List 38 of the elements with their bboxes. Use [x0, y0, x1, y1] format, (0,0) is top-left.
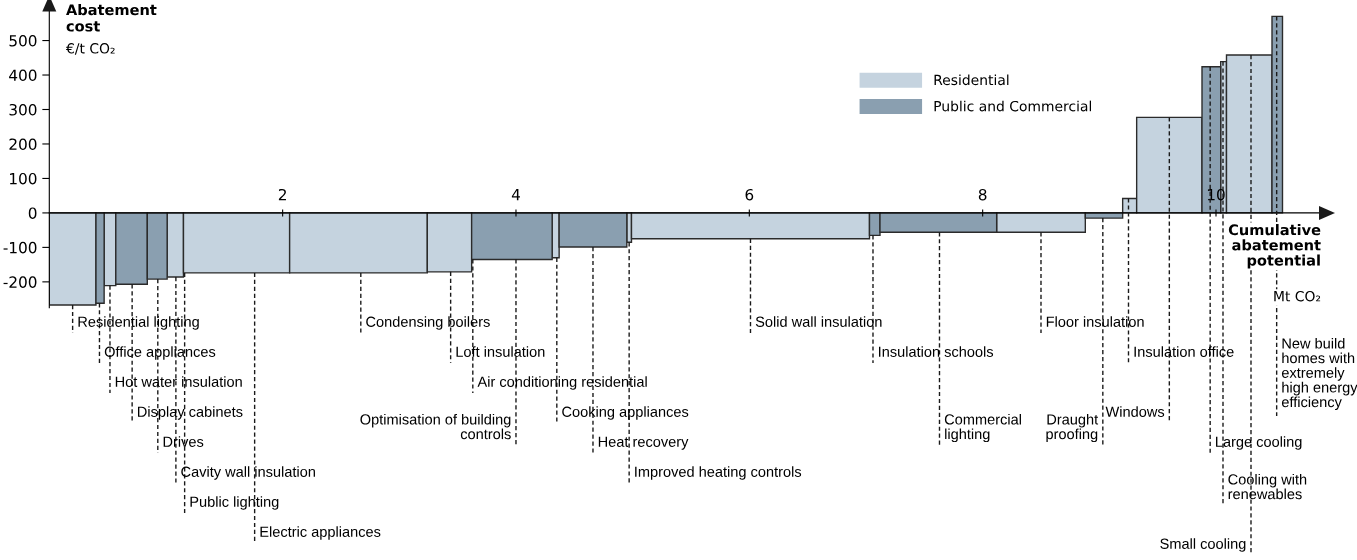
legend-label: Residential [934, 74, 1009, 86]
annotation: Floor insulation [1046, 316, 1144, 327]
y-tick-label: 200 [9, 138, 37, 150]
annotation: Public lighting [190, 496, 279, 510]
y-tick-label: 0 [28, 207, 37, 219]
annotation: Cooling with renewables [1228, 473, 1307, 500]
y-tick-label: 400 [9, 69, 37, 82]
annotation: Windows [1105, 406, 1165, 417]
annotation: Office appliances [104, 346, 216, 360]
annotation: Small cooling [1160, 538, 1246, 552]
annotation: Solid wall insulation [755, 316, 882, 327]
x-tick-label: 6 [745, 188, 754, 201]
annotation: Insulation office [1134, 346, 1234, 357]
annotation: Hot water insulation [115, 376, 242, 387]
x-tick-label: 4 [511, 189, 520, 201]
annotation: Commercial lighting [944, 413, 1021, 443]
x-tick-label: 8 [978, 188, 987, 201]
annotation: Optimisation of building controls [360, 413, 511, 440]
annotation: Improved heating controls [635, 466, 802, 480]
annotation: Electric appliances [260, 526, 381, 540]
y-tick-label: 500 [9, 35, 37, 47]
annotation: New build homes with extremely high energy efficiency [1281, 337, 1357, 411]
annotation: Cooking appliances [562, 406, 689, 420]
annotation: Draught proofing [1046, 413, 1099, 443]
annotation: Large cooling [1216, 436, 1302, 450]
annotation: Cavity wall insulation [181, 466, 315, 480]
annotation: Insulation schools [879, 346, 994, 357]
y-tick-label: 300 [9, 103, 37, 116]
legend-label: Public and Commercial [934, 100, 1092, 112]
annotation: Condensing boilers [366, 316, 490, 330]
text: Cumulative abatement potential Mt CO₂ [1228, 224, 1321, 302]
y-tick-label: -100 [3, 241, 37, 254]
y-axis-title: Abatement cost €/t CO₂ [65, 3, 157, 55]
annotation: Heat recovery [598, 436, 689, 450]
annotation: Loft insulation [456, 346, 545, 357]
x-tick-label: 2 [278, 188, 286, 201]
y-tick-label: 100 [10, 172, 37, 185]
y-tick-label: -200 [3, 276, 37, 288]
